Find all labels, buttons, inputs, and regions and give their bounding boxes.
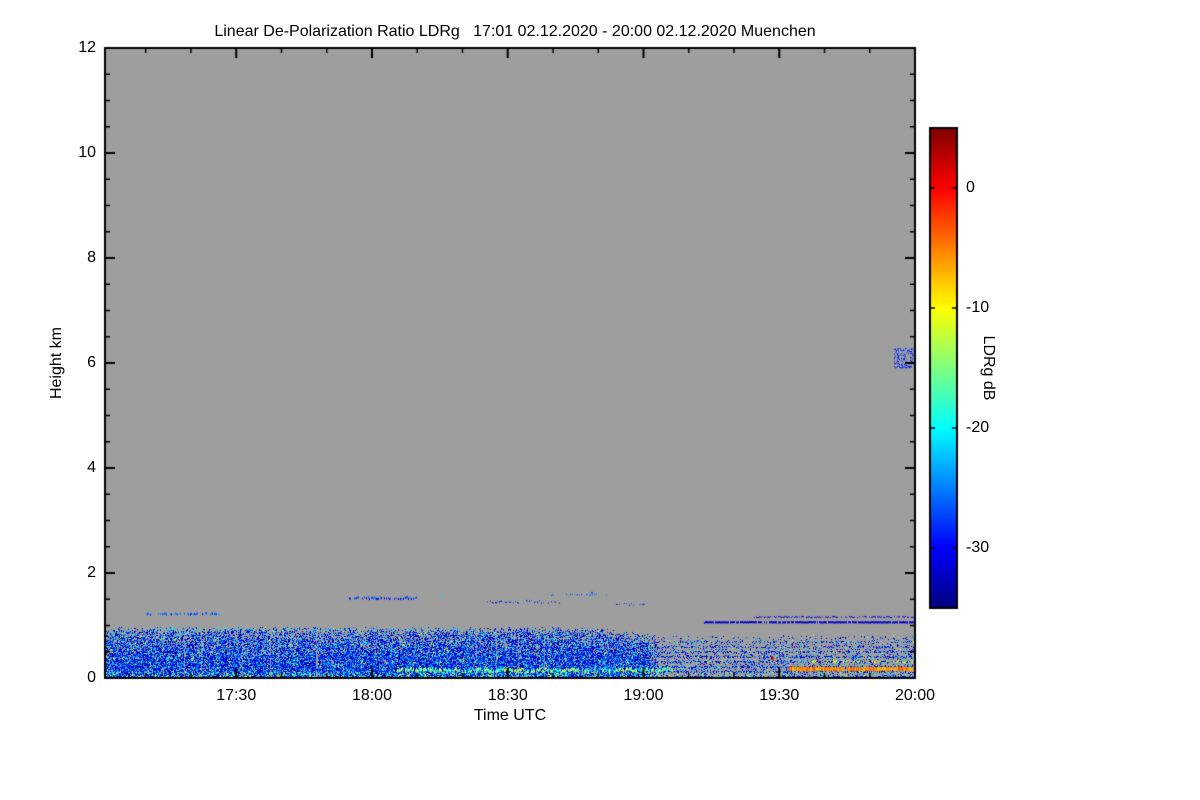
heatmap-canvas [0, 0, 1200, 800]
ldr-time-height-figure: Linear De-Polarization Ratio LDRg 17:01 … [0, 0, 1200, 800]
